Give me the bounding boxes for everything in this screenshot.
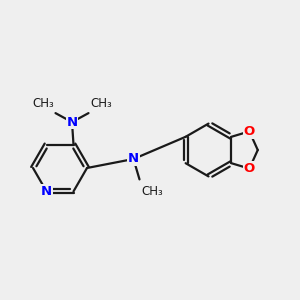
Text: N: N: [41, 185, 52, 198]
Text: CH₃: CH₃: [90, 97, 112, 110]
Text: CH₃: CH₃: [32, 97, 54, 110]
Text: N: N: [128, 152, 139, 166]
Text: O: O: [244, 125, 255, 138]
Text: CH₃: CH₃: [141, 185, 163, 198]
Text: N: N: [66, 116, 78, 129]
Text: O: O: [244, 162, 255, 175]
